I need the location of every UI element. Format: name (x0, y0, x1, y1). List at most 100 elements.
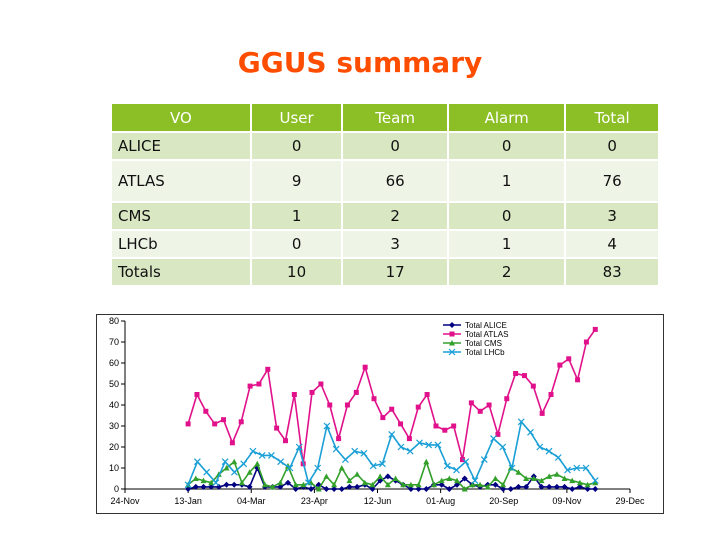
data-point (240, 460, 248, 468)
data-point (499, 443, 507, 451)
data-point (284, 479, 291, 486)
table-cell: 0 (448, 133, 565, 159)
table-cell: 83 (566, 259, 658, 285)
table-cell: 3 (343, 231, 447, 257)
data-point (323, 422, 331, 430)
data-point (508, 464, 516, 472)
table-cell: 0 (448, 203, 565, 229)
data-point (433, 423, 439, 429)
data-point (446, 475, 453, 481)
data-point (384, 473, 391, 480)
data-point (249, 447, 257, 455)
data-point (231, 481, 238, 488)
table-header-row: VO User Team Alarm Total (112, 104, 658, 131)
x-tick-label: 29-Dec (615, 496, 645, 506)
data-point (423, 486, 430, 492)
data-point (415, 404, 421, 410)
y-tick-label: 60 (109, 358, 119, 368)
data-point (300, 481, 307, 488)
legend-label: Total ATLAS (465, 330, 508, 339)
header-cell: Team (343, 104, 447, 131)
y-tick-label: 50 (109, 379, 119, 389)
data-point (553, 483, 560, 490)
header-cell: VO (112, 104, 250, 131)
data-point (318, 381, 324, 387)
data-point (517, 418, 525, 426)
data-point (569, 477, 576, 484)
page-title: GGUS summary (237, 46, 483, 79)
data-point (495, 431, 501, 437)
data-point (469, 481, 476, 488)
x-tick-label: 04-Mar (237, 496, 266, 506)
data-point (314, 464, 322, 472)
data-point (398, 421, 404, 427)
summary-table: VO User Team Alarm Total ALICE 0 0 0 0 A… (110, 102, 660, 287)
data-point (323, 473, 330, 479)
data-point (336, 436, 342, 442)
data-point (460, 457, 466, 463)
data-point (584, 481, 591, 488)
data-point (521, 373, 527, 379)
data-point (442, 427, 448, 433)
y-tick-label: 10 (109, 463, 119, 473)
table-cell: ALICE (112, 133, 250, 159)
data-point (515, 483, 522, 490)
table-cell: 1 (251, 203, 342, 229)
table-cell: 0 (251, 133, 342, 159)
data-point (327, 402, 333, 408)
data-point (461, 486, 468, 492)
table-cell: 76 (566, 161, 658, 201)
data-point (246, 483, 253, 490)
data-point (360, 449, 368, 457)
data-point (212, 421, 218, 427)
line-chart: 0 10 20 30 40 50 60 70 80 24-Nov 13-Jan 04-Mar 23-Ap… (96, 314, 664, 514)
data-point (384, 481, 391, 488)
data-point (215, 483, 222, 490)
data-point (477, 408, 483, 414)
data-point (446, 486, 453, 492)
data-point (331, 486, 338, 492)
data-point (453, 466, 460, 474)
table-cell: 66 (343, 161, 447, 201)
table-row: ALICE 0 0 0 0 (112, 133, 658, 159)
data-point (351, 447, 359, 455)
data-point (274, 425, 280, 431)
legend-label: Total ALICE (465, 321, 507, 330)
data-point (308, 486, 315, 492)
data-point (553, 471, 560, 477)
data-point (192, 475, 199, 481)
data-point (362, 364, 368, 370)
data-point (546, 473, 553, 479)
data-point (346, 477, 353, 484)
data-point (424, 392, 430, 397)
data-point (192, 483, 199, 490)
y-tick-label: 70 (109, 337, 119, 347)
data-point (342, 456, 349, 464)
data-point (379, 460, 386, 468)
data-point (338, 465, 345, 471)
table-row: Totals 10 17 2 83 (112, 259, 658, 285)
data-point (185, 421, 191, 427)
data-point (561, 475, 568, 481)
legend-label: Total LHCb (465, 348, 505, 357)
table-cell: CMS (112, 203, 250, 229)
data-point (564, 466, 571, 474)
data-point (212, 479, 220, 487)
x-tick-label: 12-Jun (364, 496, 392, 506)
data-point (480, 456, 488, 464)
data-point (277, 479, 284, 486)
data-point (407, 486, 414, 492)
y-tick-label: 40 (109, 400, 119, 410)
table-cell: ATLAS (112, 161, 250, 201)
data-point (332, 445, 340, 453)
data-point (449, 331, 455, 337)
data-point (292, 481, 299, 488)
data-point (371, 396, 377, 402)
data-point (406, 447, 414, 455)
data-point (486, 402, 492, 408)
y-tick-label: 30 (109, 421, 119, 431)
data-point (438, 477, 445, 484)
data-point (315, 486, 322, 492)
data-point (536, 443, 544, 451)
y-tick-label: 20 (109, 442, 119, 452)
